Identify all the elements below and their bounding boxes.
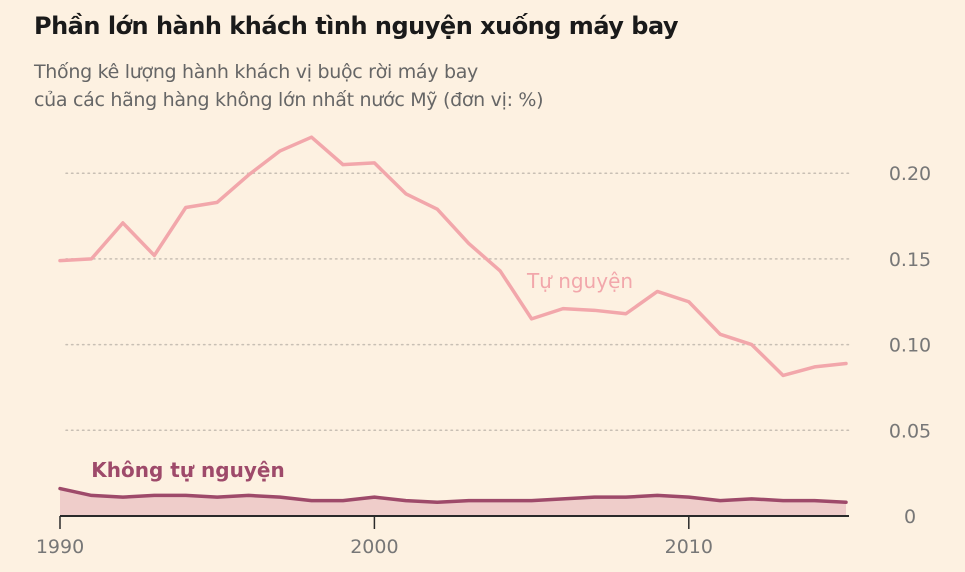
voluntary-line	[58, 135, 848, 378]
y-tick-label: 0.10	[889, 335, 931, 357]
y-tick-label: 0	[904, 506, 916, 528]
subtitle-line-2: của các hãng hàng không lớn nhất nước Mỹ…	[34, 89, 544, 111]
voluntary-series-label: Tự nguyện	[526, 269, 633, 293]
x-tick-label: 2010	[665, 536, 713, 558]
chart-subtitle: Thống kê lượng hành khách vị buộc rời má…	[34, 58, 544, 114]
chart-title: Phần lớn hành khách tình nguyện xuống má…	[34, 12, 679, 40]
subtitle-line-1: Thống kê lượng hành khách vị buộc rời má…	[34, 61, 478, 83]
x-tick-label: 2000	[350, 536, 398, 558]
involuntary-line	[58, 486, 848, 505]
involuntary-series-label: Không tự nguyện	[91, 458, 284, 482]
y-tick-label: 0.20	[889, 163, 931, 185]
x-tick-label: 1990	[36, 536, 84, 558]
y-tick-label: 0.15	[889, 249, 931, 271]
y-tick-label: 0.05	[889, 420, 931, 442]
